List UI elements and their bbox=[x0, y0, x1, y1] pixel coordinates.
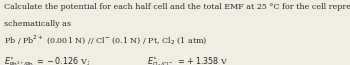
Text: schematically as: schematically as bbox=[4, 20, 71, 27]
Text: Calculate the potential for each half cell and the total EMF at 25 °C for the ce: Calculate the potential for each half ce… bbox=[4, 3, 350, 11]
Text: $E^{\circ}_{\mathrm{Pb}^{2+}/\mathrm{Pb}}$ $= -0.126$ V;: $E^{\circ}_{\mathrm{Pb}^{2+}/\mathrm{Pb}… bbox=[4, 56, 90, 65]
Text: $E^{\circ}_{\mathrm{Cl_2/Cl}^-}$ $= +1.358$ V: $E^{\circ}_{\mathrm{Cl_2/Cl}^-}$ $= +1.3… bbox=[147, 56, 229, 65]
Text: Pb / Pb$^{2+}$ (0.001 N) // Cl$^{-}$ (0.1 N) / Pt, Cl$_2$ (1 atm): Pb / Pb$^{2+}$ (0.001 N) // Cl$^{-}$ (0.… bbox=[4, 34, 208, 47]
